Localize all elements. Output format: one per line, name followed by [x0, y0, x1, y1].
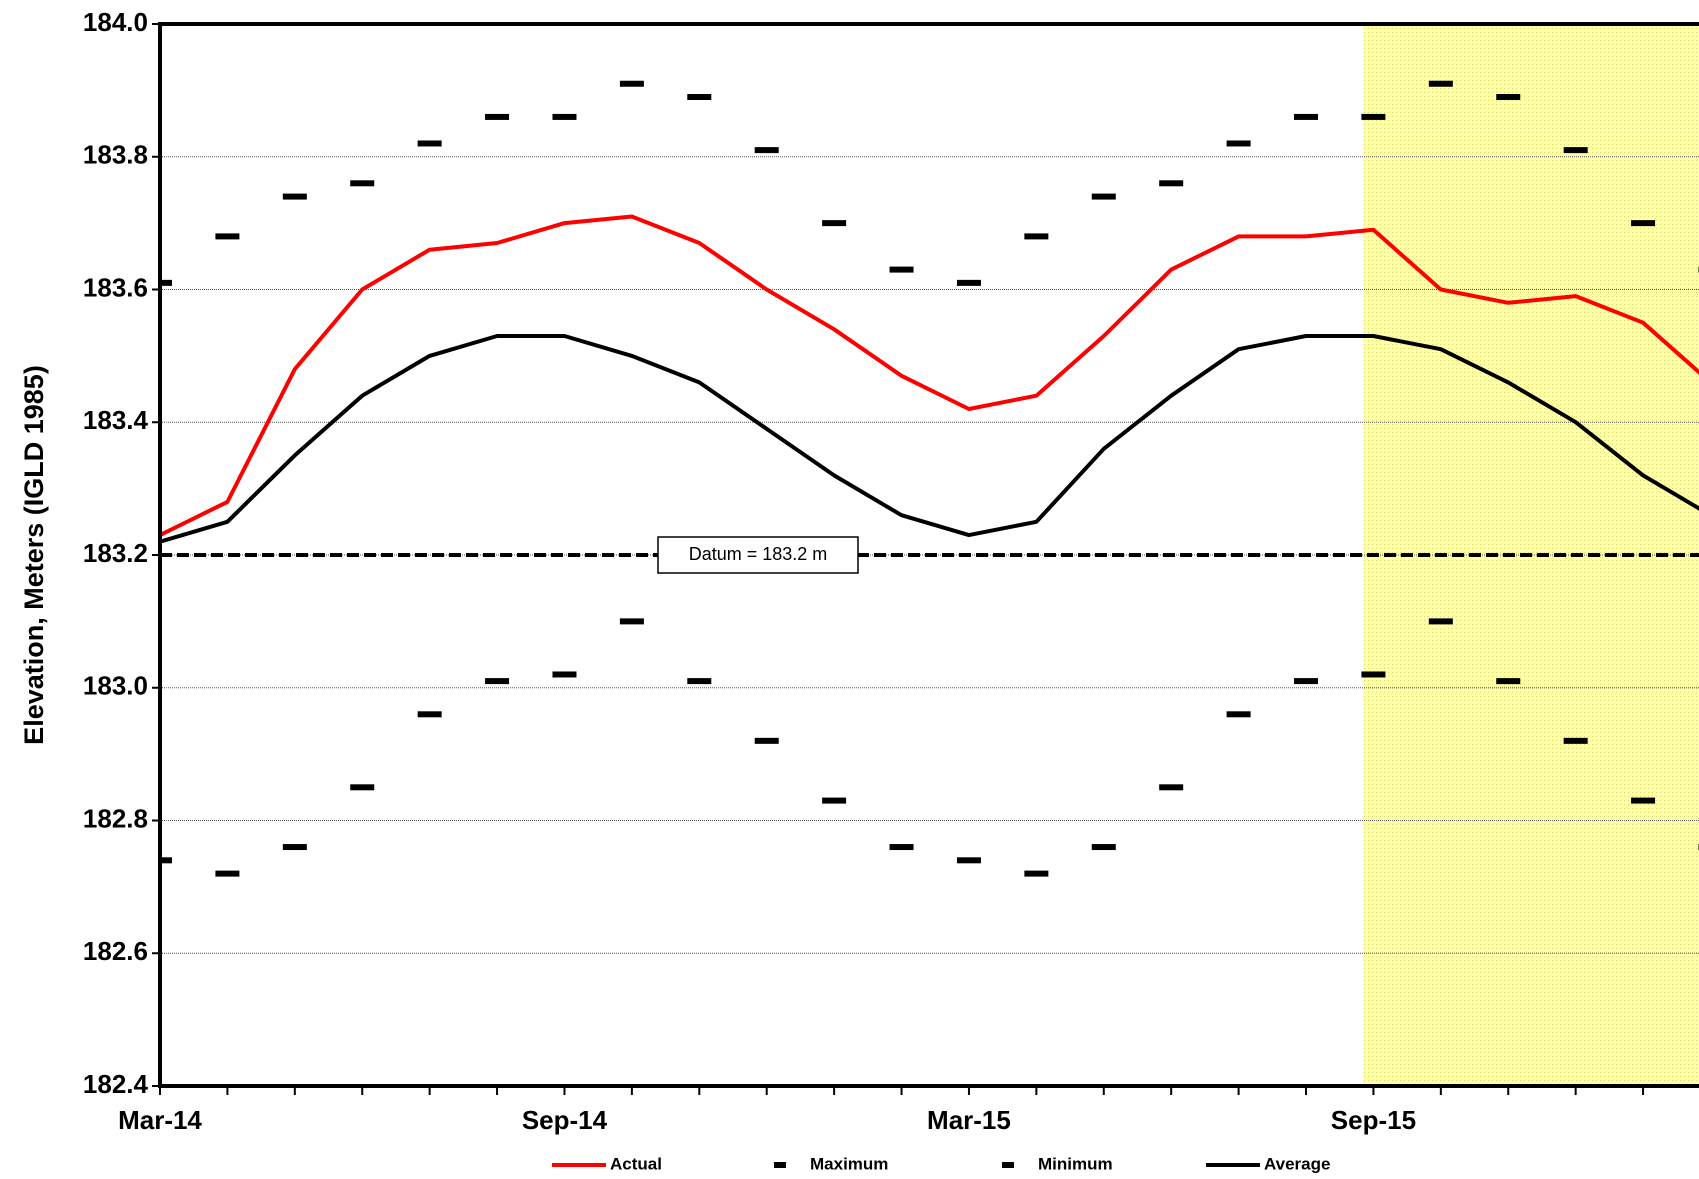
series-marker: [417, 140, 442, 147]
series-marker: [1631, 220, 1656, 227]
series-marker: [1428, 80, 1453, 87]
series-marker: [822, 220, 847, 227]
series-marker: [282, 844, 307, 851]
x-tick-label: Mar-15: [927, 1105, 1011, 1135]
series-marker: [687, 94, 712, 101]
series-marker: [822, 797, 847, 804]
series-marker: [282, 193, 307, 200]
series-marker: [215, 870, 240, 877]
series-marker: [160, 279, 172, 286]
series-marker: [1361, 671, 1386, 678]
annotation: Datum = 183.2 m: [689, 544, 828, 564]
series-marker: [552, 671, 577, 678]
series-marker: [1496, 94, 1521, 101]
y-tick-label: 183.0: [83, 671, 148, 701]
x-tick-label: Mar-14: [118, 1105, 202, 1135]
series-marker: [1294, 678, 1319, 685]
y-tick-label: 183.2: [83, 538, 148, 568]
legend-label: Maximum: [810, 1154, 888, 1173]
series-marker: [215, 233, 240, 240]
legend-label: Actual: [610, 1154, 662, 1173]
series-marker: [1631, 797, 1656, 804]
series-marker: [350, 180, 375, 187]
series-marker: [619, 80, 644, 87]
series-marker: [1226, 140, 1251, 147]
series-marker: [350, 784, 375, 791]
series-marker: [1294, 113, 1319, 120]
series-marker: [1496, 678, 1521, 685]
series-marker: [485, 678, 510, 685]
series-marker: [956, 279, 981, 286]
series-marker: [160, 857, 172, 864]
series-marker: [687, 678, 712, 685]
series-marker: [1091, 844, 1116, 851]
y-tick-label: 183.8: [83, 140, 148, 170]
legend-label: Minimum: [1038, 1154, 1113, 1173]
y-tick-label: 182.8: [83, 803, 148, 833]
annotation-box: [657, 536, 859, 574]
y-axis-label: Elevation, Meters (IGLD 1985): [19, 365, 49, 745]
series-marker: [1159, 180, 1184, 187]
series-marker: [754, 737, 779, 744]
y-tick-label: 183.6: [83, 272, 148, 302]
y-tick-label: 184.0: [83, 7, 148, 37]
y-tick-label: 182.4: [83, 1069, 149, 1099]
x-tick-label: Sep-15: [1331, 1105, 1416, 1135]
series-marker: [417, 711, 442, 718]
series-marker: [1024, 870, 1049, 877]
x-tick-label: Sep-14: [522, 1105, 608, 1135]
series-marker: [956, 857, 981, 864]
series-marker: [1226, 711, 1251, 718]
legend-swatch: [1002, 1162, 1014, 1168]
series-marker: [1091, 193, 1116, 200]
y-tick-label: 182.6: [83, 936, 148, 966]
series-marker: [889, 844, 914, 851]
series-line: [160, 334, 1699, 544]
series-marker: [1563, 147, 1588, 154]
series-marker: [1024, 233, 1049, 240]
series-marker: [754, 147, 779, 154]
series-marker: [1428, 618, 1453, 625]
series-marker: [1159, 784, 1184, 791]
series-marker: [889, 266, 914, 273]
y-tick-label: 183.4: [83, 405, 149, 435]
series-line: [160, 214, 1699, 537]
legend-swatch: [774, 1162, 786, 1168]
plot-area: [160, 80, 1699, 877]
series-marker: [485, 113, 510, 120]
legend-label: Average: [1264, 1154, 1330, 1173]
series-marker: [552, 113, 577, 120]
series-marker: [1563, 737, 1588, 744]
series-marker: [1361, 113, 1386, 120]
series-marker: [619, 618, 644, 625]
